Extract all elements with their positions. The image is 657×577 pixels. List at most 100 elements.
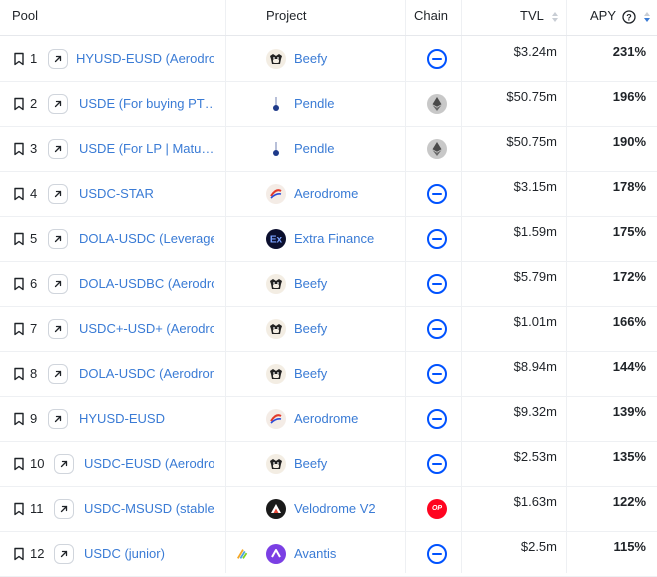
tvl-column-header[interactable]: TVL	[520, 0, 559, 35]
project-link[interactable]: Beefy	[294, 366, 328, 381]
base-icon[interactable]	[427, 351, 447, 396]
open-external-icon[interactable]	[48, 171, 68, 216]
table-row[interactable]: 4 USDC-STAR Aerodrome $3.15m 178%	[0, 171, 657, 217]
bookmark-icon[interactable]	[12, 396, 26, 441]
optimism-label: OP	[427, 498, 447, 519]
beefy-cow-logo	[266, 36, 286, 81]
pool-link[interactable]: DOLA-USDC (Aerodrome	[79, 366, 214, 381]
open-external-icon[interactable]	[48, 396, 68, 441]
pool-link[interactable]: DOLA-USDBC (Aerodrome	[79, 276, 214, 291]
pool-column-header[interactable]: Pool	[12, 8, 39, 23]
optimism-icon[interactable]: OP	[427, 486, 447, 531]
table-row[interactable]: 9 HYUSD-EUSD Aerodrome $9.32m 139%	[0, 396, 657, 442]
apy-value: 190%	[612, 134, 646, 149]
pool-link[interactable]: DOLA-USDC (Leverage	[79, 231, 214, 246]
apy-value: 166%	[612, 314, 646, 329]
open-external-icon[interactable]	[48, 81, 68, 126]
apy-value: 231%	[612, 44, 646, 59]
table-row[interactable]: 11 USDC-MSUSD (stable Velodrome V2 OP $1.63m…	[0, 486, 657, 532]
ethereum-icon[interactable]	[427, 81, 447, 126]
tvl-value: $1.63m	[513, 494, 557, 509]
bookmark-icon[interactable]	[12, 351, 26, 396]
project-link[interactable]: Beefy	[294, 51, 328, 66]
base-icon[interactable]	[427, 216, 447, 261]
pool-link[interactable]: USDC-MSUSD (stable	[84, 501, 214, 516]
open-external-icon[interactable]	[54, 531, 74, 576]
pool-link[interactable]: USDE (For buying PT…	[79, 96, 214, 111]
ethereum-icon[interactable]	[427, 126, 447, 171]
bookmark-icon[interactable]	[12, 531, 26, 576]
pool-link[interactable]: USDE (For LP | Matu…	[79, 141, 214, 156]
bookmark-icon[interactable]	[12, 261, 26, 306]
beefy-cow-logo	[266, 306, 286, 351]
project-link[interactable]: Aerodrome	[294, 186, 359, 201]
bookmark-icon[interactable]	[12, 81, 26, 126]
bookmark-icon[interactable]	[12, 126, 26, 171]
open-external-icon[interactable]	[48, 36, 68, 81]
column-divider	[405, 0, 406, 573]
project-link[interactable]: Pendle	[294, 141, 335, 156]
apy-column-header[interactable]: APY ?	[590, 0, 651, 35]
tvl-value: $50.75m	[506, 89, 557, 104]
bookmark-icon[interactable]	[12, 36, 26, 81]
bookmark-icon[interactable]	[12, 441, 26, 486]
base-icon[interactable]	[427, 441, 447, 486]
pool-link[interactable]: USDC (junior)	[84, 546, 165, 561]
base-icon[interactable]	[427, 396, 447, 441]
svg-text:Ex: Ex	[270, 234, 283, 245]
chain-column-header[interactable]: Chain	[414, 8, 448, 23]
table-row[interactable]: 12 USDC (junior) Avantis $2.5m 115%	[0, 531, 657, 577]
row-rank: 7	[30, 321, 38, 336]
project-link[interactable]: Beefy	[294, 456, 328, 471]
pool-link[interactable]: HYUSD-EUSD (Aerodrome	[76, 51, 214, 66]
bookmark-icon[interactable]	[12, 306, 26, 351]
base-icon[interactable]	[427, 171, 447, 216]
table-row[interactable]: 2 USDE (For buying PT… Pendle $50.75m 196%	[0, 81, 657, 127]
base-icon[interactable]	[427, 306, 447, 351]
table-row[interactable]: 6 DOLA-USDBC (Aerodrome Beefy $5.79m 172%	[0, 261, 657, 307]
aerodrome-logo	[266, 396, 286, 441]
open-external-icon[interactable]	[54, 441, 74, 486]
pendle-logo	[266, 81, 286, 126]
project-link[interactable]: Beefy	[294, 321, 328, 336]
open-external-icon[interactable]	[48, 261, 68, 306]
project-column-header[interactable]: Project	[266, 8, 307, 23]
open-external-icon[interactable]	[48, 306, 68, 351]
rainbow-icon	[236, 531, 250, 576]
base-icon[interactable]	[427, 261, 447, 306]
table-row[interactable]: 3 USDE (For LP | Matu… Pendle $50.75m 190%	[0, 126, 657, 172]
column-divider	[566, 0, 567, 573]
table-row[interactable]: 5 DOLA-USDC (Leverage Ex Extra Finance $1.59…	[0, 216, 657, 262]
pendle-logo	[266, 126, 286, 171]
open-external-icon[interactable]	[48, 216, 68, 261]
table-row[interactable]: 8 DOLA-USDC (Aerodrome Beefy $8.94m 144%	[0, 351, 657, 397]
project-link[interactable]: Beefy	[294, 276, 328, 291]
table-row[interactable]: 1 HYUSD-EUSD (Aerodrome Beefy $3.24m 231%	[0, 36, 657, 82]
project-link[interactable]: Pendle	[294, 96, 335, 111]
open-external-icon[interactable]	[54, 486, 74, 531]
open-external-icon[interactable]	[48, 126, 68, 171]
avantis-logo	[266, 531, 286, 576]
project-link[interactable]: Velodrome V2	[294, 501, 376, 516]
project-link[interactable]: Aerodrome	[294, 411, 359, 426]
open-external-icon[interactable]	[48, 351, 68, 396]
table-row[interactable]: 10 USDC-EUSD (Aerodrome Beefy $2.53m 135%	[0, 441, 657, 487]
beefy-cow-logo	[266, 261, 286, 306]
pool-link[interactable]: USDC+-USD+ (Aerodrome	[79, 321, 214, 336]
project-link[interactable]: Avantis	[294, 546, 337, 561]
bookmark-icon[interactable]	[12, 216, 26, 261]
pool-link[interactable]: USDC-EUSD (Aerodrome	[84, 456, 214, 471]
help-icon[interactable]: ?	[622, 9, 637, 24]
bookmark-icon[interactable]	[12, 486, 26, 531]
project-link[interactable]: Extra Finance	[294, 231, 375, 246]
row-rank: 9	[30, 411, 38, 426]
pool-link[interactable]: HYUSD-EUSD	[79, 411, 165, 426]
bookmark-icon[interactable]	[12, 171, 26, 216]
base-icon[interactable]	[427, 531, 447, 576]
row-rank: 6	[30, 276, 38, 291]
base-icon[interactable]	[427, 36, 447, 81]
table-row[interactable]: 7 USDC+-USD+ (Aerodrome Beefy $1.01m 166%	[0, 306, 657, 352]
pool-link[interactable]: USDC-STAR	[79, 186, 154, 201]
extra-finance-logo: Ex	[266, 216, 286, 261]
